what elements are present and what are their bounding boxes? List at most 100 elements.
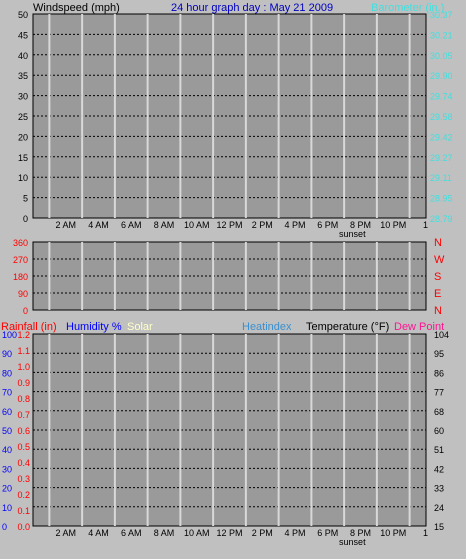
solar-axis-label: Solar	[127, 321, 153, 333]
temperature-axis-label: Temperature (°F)	[306, 321, 389, 333]
barometer-axis-label: Barometer (in.)	[371, 2, 444, 14]
windspeed-tick-label: 20	[18, 132, 28, 142]
windspeed-tick-label: 10	[18, 173, 28, 183]
graph-title: 24 hour graph day : May 21 2009	[171, 2, 333, 14]
rain-tick-label: 1.0	[17, 362, 30, 372]
rain-tick-label: 0.5	[17, 442, 30, 452]
direction-letter-label: E	[434, 288, 441, 300]
direction-letter-label: W	[434, 254, 445, 266]
percent-tick-label: 50	[2, 426, 12, 436]
barometer-tick-label: 29.11	[430, 173, 452, 183]
temperature-tick-label: 60	[434, 426, 444, 436]
barometer-tick-label: 28.79	[430, 214, 453, 224]
temperature-tick-label: 42	[434, 464, 444, 474]
time-label: 2 PM	[252, 220, 273, 230]
time-label: 4 PM	[284, 220, 305, 230]
time-label: 10 AM	[184, 220, 210, 230]
barometer-tick-label: 28.95	[430, 194, 453, 204]
time-label: 4 AM	[88, 220, 109, 230]
direction-tick-label: 180	[13, 272, 28, 282]
time-label: 10 PM	[380, 528, 406, 538]
direction-letter-label: S	[434, 271, 441, 283]
time-label: 10 PM	[380, 220, 406, 230]
time-label: 2 PM	[252, 528, 273, 538]
temperature-tick-label: 51	[434, 445, 444, 455]
weather-chart	[33, 334, 426, 526]
time-label: 6 PM	[317, 528, 338, 538]
windspeed-tick-label: 40	[18, 51, 28, 61]
time-label: 4 AM	[88, 528, 109, 538]
percent-tick-label: 0	[2, 522, 7, 532]
barometer-tick-label: 29.42	[430, 132, 453, 142]
time-label: 8 AM	[154, 220, 175, 230]
percent-tick-label: 90	[2, 349, 12, 359]
windspeed-tick-label: 5	[23, 194, 28, 204]
time-label: 12 PM	[216, 220, 242, 230]
barometer-tick-label: 29.74	[430, 92, 453, 102]
temperature-tick-label: 15	[434, 522, 444, 532]
humidity-axis-label: Humidity %	[66, 321, 122, 333]
rain-tick-label: 0.2	[17, 490, 30, 500]
temperature-tick-label: 24	[434, 503, 444, 513]
direction-tick-label: 0	[23, 306, 28, 316]
temperature-tick-label: 77	[434, 388, 444, 398]
dewpoint-axis-label: Dew Point	[394, 321, 444, 333]
rain-tick-label: 0.0	[17, 522, 30, 532]
windspeed-tick-label: 25	[18, 112, 28, 122]
rain-tick-label: 1.1	[17, 346, 30, 356]
windspeed-tick-label: 15	[18, 153, 28, 163]
temperature-tick-label: 86	[434, 368, 444, 378]
time-label-end: 1	[423, 220, 428, 230]
temperature-tick-label: 33	[434, 484, 444, 494]
temperature-tick-label: 95	[434, 349, 444, 359]
time-label: 6 PM	[317, 220, 338, 230]
temperature-tick-label: 104	[434, 330, 449, 340]
windspeed-tick-label: 35	[18, 71, 28, 81]
wind-chart	[33, 14, 426, 218]
heatindex-axis-label: Heatindex	[242, 321, 292, 333]
time-label: 6 AM	[121, 220, 142, 230]
percent-tick-label: 40	[2, 445, 12, 455]
direction-letter-label: N	[434, 305, 442, 317]
percent-tick-label: 70	[2, 388, 12, 398]
windspeed-axis-label: Windspeed (mph)	[33, 2, 120, 14]
temperature-tick-label: 68	[434, 407, 444, 417]
rain-tick-label: 0.8	[17, 394, 30, 404]
percent-tick-label: 60	[2, 407, 12, 417]
direction-tick-label: 360	[13, 238, 28, 248]
barometer-tick-label: 30.05	[430, 51, 453, 61]
rain-tick-label: 1.2	[17, 330, 30, 340]
direction-chart	[33, 242, 426, 310]
windspeed-tick-label: 45	[18, 30, 28, 40]
time-label: 8 PM	[350, 528, 371, 538]
rain-tick-label: 0.4	[17, 458, 30, 468]
percent-tick-label: 80	[2, 368, 12, 378]
rain-tick-label: 0.1	[17, 506, 30, 516]
barometer-tick-label: 30.37	[430, 10, 453, 20]
direction-tick-label: 90	[18, 289, 28, 299]
barometer-tick-label: 29.58	[430, 112, 453, 122]
barometer-tick-label: 29.27	[430, 153, 453, 163]
time-label: 4 PM	[284, 528, 305, 538]
percent-tick-label: 20	[2, 484, 12, 494]
axis-ticks: 5045403530252015105030.3730.2130.0529.90…	[2, 10, 453, 547]
windspeed-tick-label: 0	[23, 214, 28, 224]
rain-tick-label: 0.6	[17, 426, 30, 436]
barometer-tick-label: 29.90	[430, 71, 453, 81]
time-label: 2 AM	[55, 528, 76, 538]
rain-tick-label: 0.3	[17, 474, 30, 484]
percent-tick-label: 10	[2, 503, 12, 513]
time-label: 2 AM	[55, 220, 76, 230]
sunset-label: sunset	[339, 537, 366, 547]
windspeed-tick-label: 50	[18, 10, 28, 20]
sunset-label: sunset	[339, 229, 366, 239]
rain-tick-label: 0.7	[17, 410, 30, 420]
time-label: 8 PM	[350, 220, 371, 230]
time-label: 8 AM	[154, 528, 175, 538]
percent-tick-label: 100	[2, 330, 17, 340]
time-label: 6 AM	[121, 528, 142, 538]
time-label: 10 AM	[184, 528, 210, 538]
windspeed-tick-label: 30	[18, 92, 28, 102]
barometer-tick-label: 30.21	[430, 30, 453, 40]
